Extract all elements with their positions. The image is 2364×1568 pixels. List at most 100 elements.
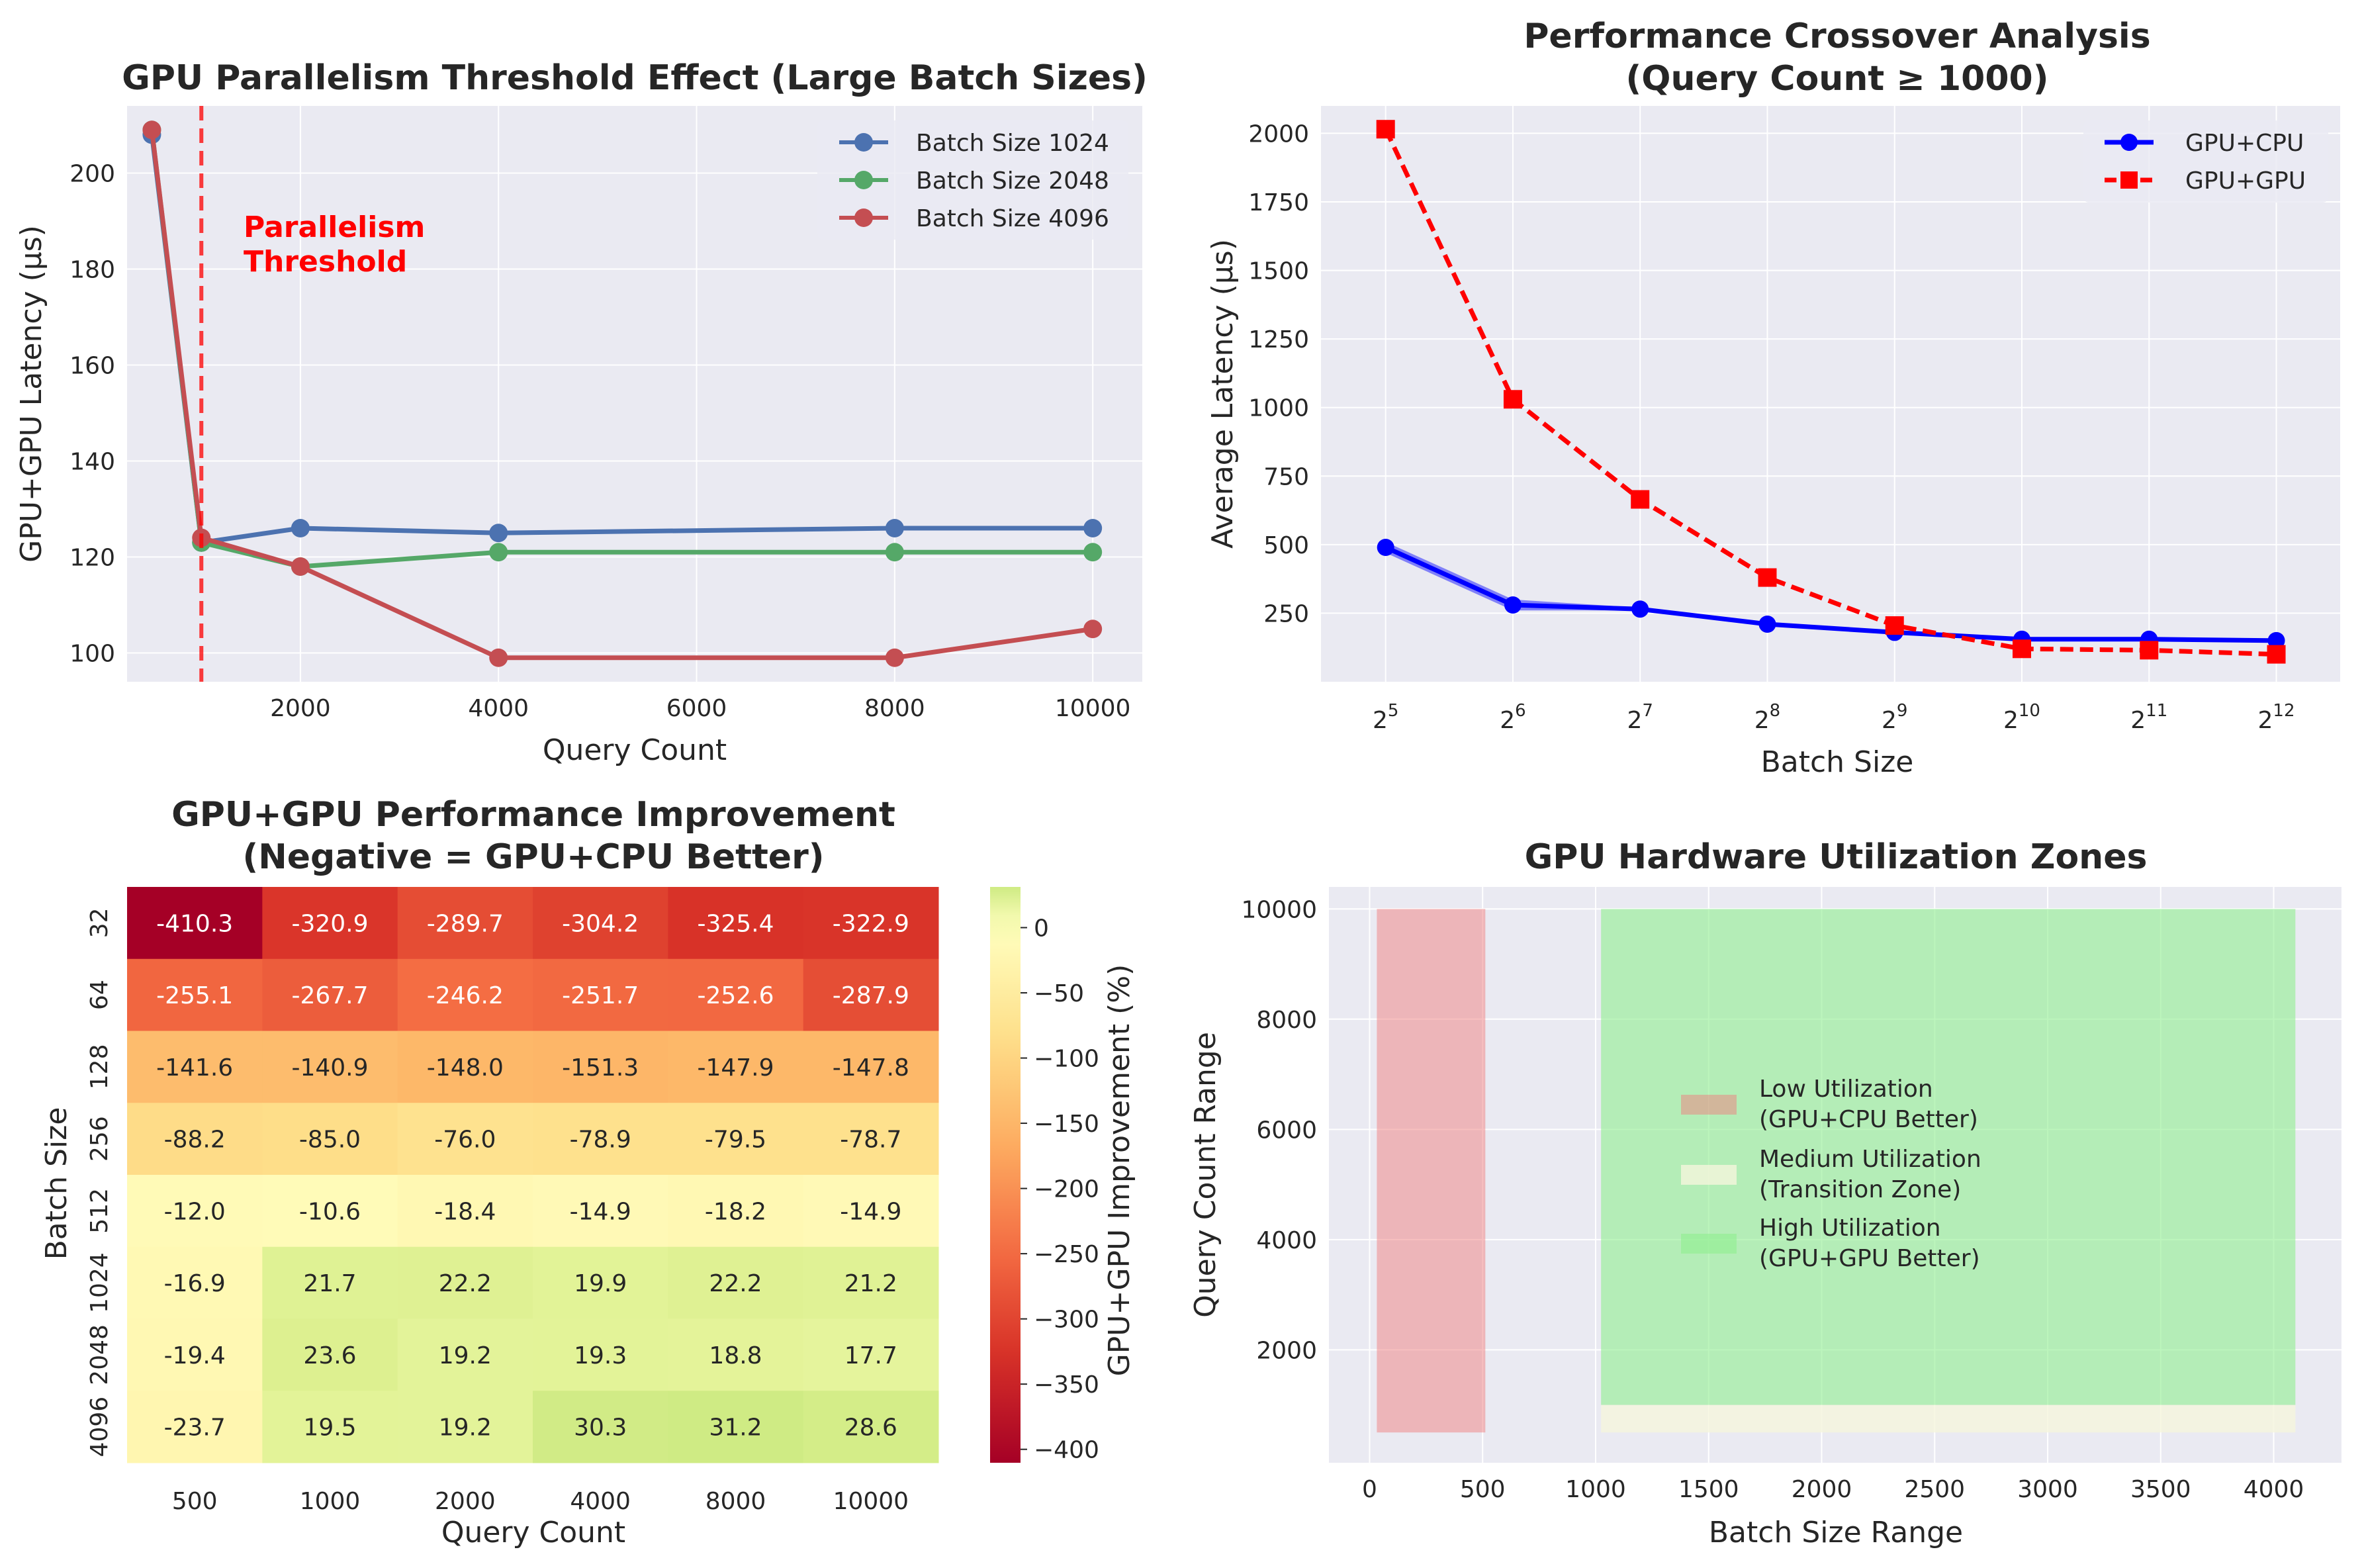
legend-swatch <box>1681 1165 1737 1185</box>
cell-value: 31.2 <box>709 1414 762 1442</box>
heatmap-cell <box>127 1103 263 1176</box>
heatmap-cell <box>533 1391 668 1463</box>
cell-value: -151.3 <box>562 1054 639 1082</box>
cell-value: 18.8 <box>709 1342 762 1369</box>
cell-value: -76.0 <box>434 1127 496 1154</box>
cell-value: 23.6 <box>303 1342 356 1369</box>
data-point <box>885 543 904 562</box>
heatmap-cell <box>127 1031 263 1103</box>
y-axis-label: GPU+GPU Latency (μs) <box>15 225 48 563</box>
cell-value: -85.0 <box>299 1127 361 1154</box>
cell-value: -148.0 <box>427 1054 504 1082</box>
y-tick-label: 200 <box>69 161 115 188</box>
legend-item-high: High Utilization (GPU+GPU Better) <box>1681 1215 1980 1272</box>
cell-value: 17.7 <box>844 1342 897 1369</box>
data-point <box>1758 568 1777 587</box>
heatmap-cell <box>803 1318 939 1391</box>
x-tick-label: 29 <box>1882 701 1907 734</box>
cell-value: -251.7 <box>562 982 639 1009</box>
data-point <box>489 648 508 667</box>
y-tick-label: 160 <box>69 353 115 380</box>
cell-value: -267.7 <box>291 982 368 1009</box>
cell-value: -147.8 <box>833 1054 909 1082</box>
y-tick-label: 500 <box>1263 532 1309 559</box>
y-tick-label: 128 <box>86 1044 113 1090</box>
threshold-annotation-line-2: Threshold <box>244 245 407 279</box>
data-point <box>2267 645 2286 664</box>
data-point <box>291 557 310 576</box>
legend-note: (GPU+GPU Better) <box>1759 1245 1980 1272</box>
heatmap-cell <box>397 958 533 1031</box>
cell-value: 21.7 <box>303 1270 356 1297</box>
heatmap-cell <box>668 958 804 1031</box>
colorbar: 0 −50 −100 −150 −200 −250 −300 −350 −400 <box>990 887 1099 1464</box>
cell-value: 19.2 <box>439 1342 492 1369</box>
legend-note: (GPU+CPU Better) <box>1759 1106 1978 1133</box>
cell-value: -18.2 <box>705 1198 766 1225</box>
cell-value: -10.6 <box>299 1198 361 1225</box>
data-point <box>2140 641 2159 660</box>
y-tick-label: 1000 <box>1248 395 1309 422</box>
cell-value: 21.2 <box>844 1270 897 1297</box>
cell-value: -140.9 <box>291 1054 368 1082</box>
x-tick-label: 2000 <box>435 1488 496 1515</box>
heatmap-cell <box>397 1103 533 1176</box>
x-tick-label: 2500 <box>1904 1476 1965 1503</box>
cell-value: -88.2 <box>164 1127 226 1154</box>
data-point <box>1377 539 1394 556</box>
x-tick-label: 26 <box>1500 701 1525 734</box>
y-axis-label: Average Latency (μs) <box>1206 239 1240 549</box>
chart-title: GPU+GPU Performance Improvement <box>171 795 895 835</box>
cell-value: -12.0 <box>164 1198 226 1225</box>
heatmap-cell <box>262 1246 398 1319</box>
y-tick-label: 256 <box>86 1116 113 1162</box>
series-line <box>149 129 1093 661</box>
cell-value: -147.9 <box>697 1054 774 1082</box>
heatmap-cell <box>803 1031 939 1103</box>
cell-value: -23.7 <box>164 1414 226 1442</box>
heatmap-cell <box>668 1103 804 1176</box>
x-tick-label: 10000 <box>1055 695 1131 722</box>
x-tick-label: 10000 <box>833 1488 909 1515</box>
colorbar-tick-label: −400 <box>1034 1437 1099 1464</box>
tick-labels: 500 1000 2000 4000 8000 10000 32 64 128 256 512 102… <box>86 907 909 1515</box>
cell-value: -16.9 <box>164 1270 226 1297</box>
colorbar-gradient <box>990 887 1021 1463</box>
data-point <box>291 519 310 537</box>
colorbar-tick-label: 0 <box>1034 915 1049 942</box>
x-tick-label: 0 <box>1362 1476 1377 1503</box>
cell-value: 30.3 <box>574 1414 627 1442</box>
cell-value: 22.2 <box>709 1270 762 1297</box>
heatmap-cell <box>262 958 398 1031</box>
heatmap-cell <box>262 1103 398 1176</box>
x-tick-label: 210 <box>2003 701 2040 734</box>
legend-label: Batch Size 2048 <box>916 167 1109 195</box>
y-tick-label: 120 <box>69 545 115 572</box>
data-point <box>1503 390 1522 409</box>
x-axis-label: Query Count <box>441 1516 625 1549</box>
colorbar-tick-label: −350 <box>1034 1371 1099 1399</box>
heatmap-cell <box>533 1175 668 1248</box>
legend-label: GPU+GPU <box>2185 167 2306 195</box>
y-tick-label: 1750 <box>1248 189 1309 216</box>
panel-crossover-analysis: 25 26 27 28 29 210 211 212 250 500 750 1000 1250 1500… <box>1206 17 2340 779</box>
data-point <box>1631 600 1649 618</box>
y-tick-label: 512 <box>86 1188 113 1234</box>
cell-value: -322.9 <box>833 910 909 937</box>
y-tick-label: 1024 <box>86 1252 113 1313</box>
tick-labels: 2000 4000 6000 8000 10000 100 120 140 160 180 200 <box>69 161 1130 723</box>
heatmap-cell <box>397 1318 533 1391</box>
legend-swatch <box>1681 1234 1737 1254</box>
heatmap-cell <box>262 1031 398 1103</box>
y-tick-label: 100 <box>69 641 115 668</box>
data-point <box>142 120 161 140</box>
x-tick-label: 211 <box>2130 701 2167 734</box>
y-tick-label: 250 <box>1263 600 1309 627</box>
data-point <box>1083 519 1103 537</box>
legend-item-medium: Medium Utilization (Transition Zone) <box>1681 1146 1981 1203</box>
x-tick-label: 3500 <box>2130 1476 2191 1503</box>
heatmap-cell <box>262 1391 398 1463</box>
heatmap-cell <box>668 1246 804 1319</box>
data-point <box>489 524 508 543</box>
y-tick-label: 4096 <box>86 1397 113 1457</box>
